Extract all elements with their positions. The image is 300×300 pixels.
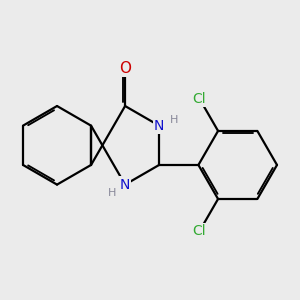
Text: Cl: Cl [193,92,206,106]
Text: N: N [154,119,164,133]
Text: N: N [120,178,130,192]
Text: Cl: Cl [193,224,206,238]
Text: O: O [119,61,131,76]
Text: H: H [108,188,117,198]
Text: H: H [170,115,178,125]
